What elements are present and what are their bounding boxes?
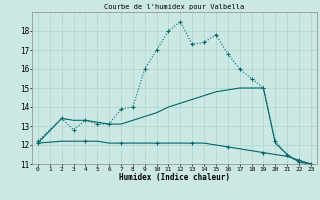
X-axis label: Humidex (Indice chaleur): Humidex (Indice chaleur)	[119, 173, 230, 182]
Title: Courbe de l'humidex pour Valbella: Courbe de l'humidex pour Valbella	[104, 4, 244, 10]
